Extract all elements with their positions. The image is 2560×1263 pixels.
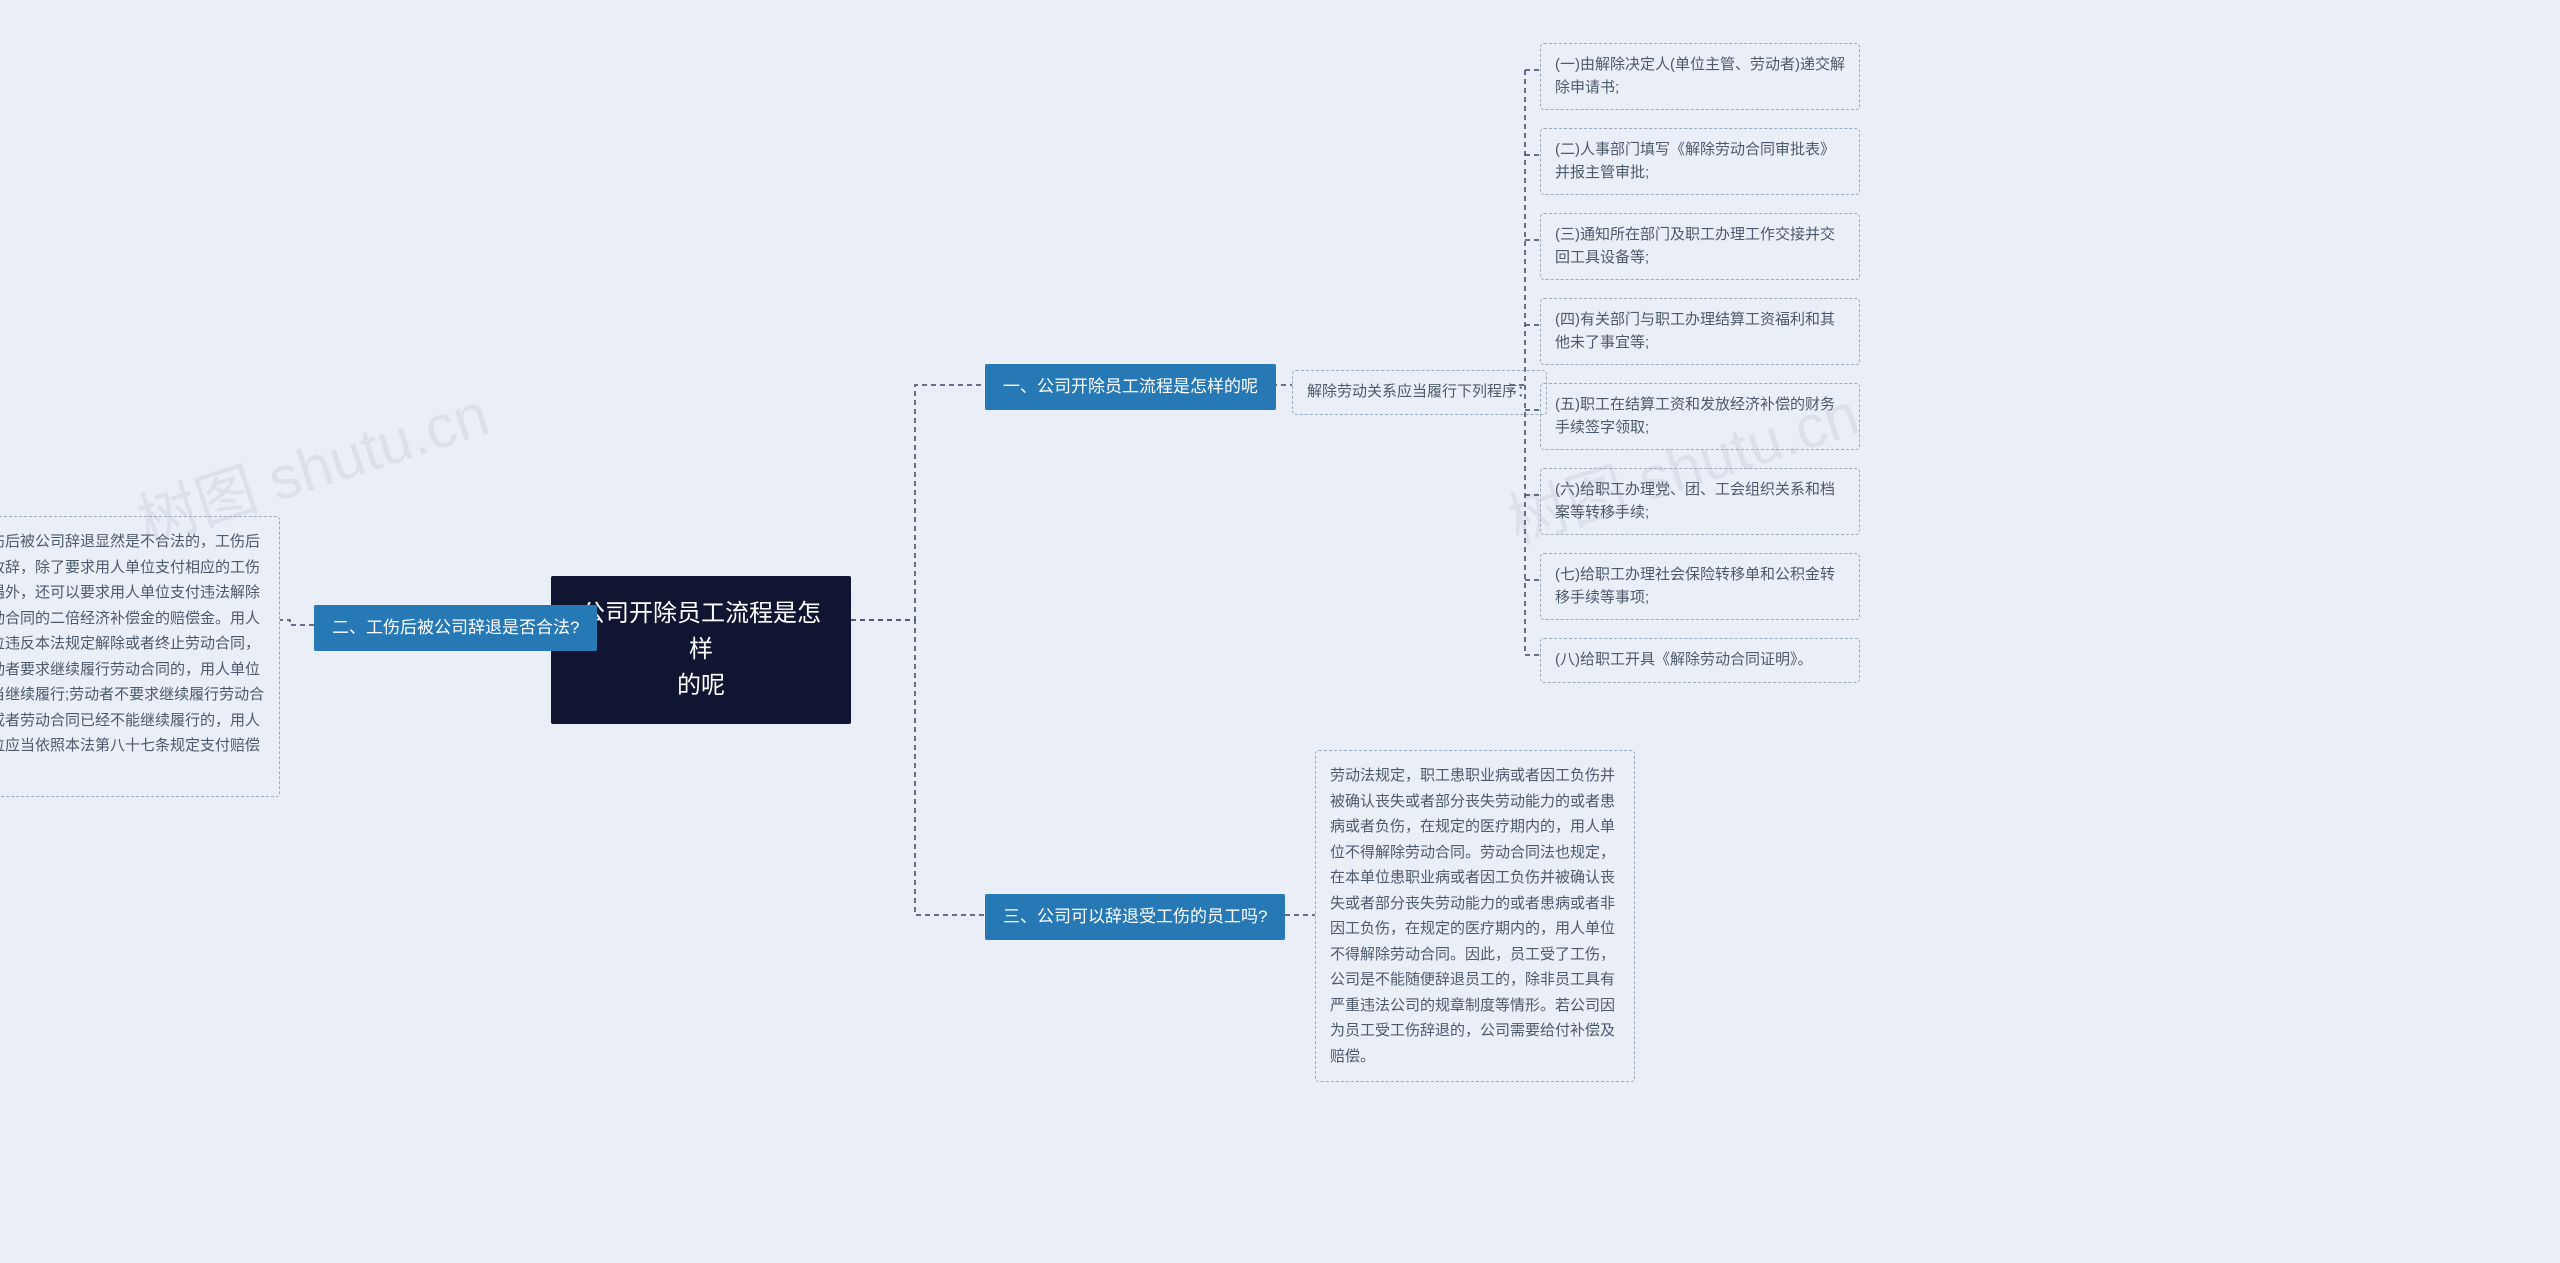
center-title-line1: 公司开除员工流程是怎样 [581,600,821,663]
branch-1[interactable]: 一、公司开除员工流程是怎样的呢 [985,364,1276,410]
branch-1-leaf-8: (八)给职工开具《解除劳动合同证明》。 [1540,638,1860,683]
branch-1-leaf-2: (二)人事部门填写《解除劳动合同审批表》并报主管审批; [1540,128,1860,195]
branch-1-leaf-7: (七)给职工办理社会保险转移单和公积金转移手续等事项; [1540,553,1860,620]
branch-1-leaf-4: (四)有关部门与职工办理结算工资福利和其他未了事宜等; [1540,298,1860,365]
branch-1-leaf-3: (三)通知所在部门及职工办理工作交接并交回工具设备等; [1540,213,1860,280]
branch-1-sub: 解除劳动关系应当履行下列程序： [1292,370,1547,415]
branch-1-leaf-1: (一)由解除决定人(单位主管、劳动者)递交解除申请书; [1540,43,1860,110]
center-title-line2: 的呢 [677,672,725,699]
branch-2[interactable]: 二、工伤后被公司辞退是否合法? [314,605,597,651]
branch-2-para: 工伤后被公司辞退显然是不合法的，工伤后无故辞，除了要求用人单位支付相应的工伤待遇… [0,516,280,797]
branch-1-leaf-6: (六)给职工办理党、团、工会组织关系和档案等转移手续; [1540,468,1860,535]
branch-1-leaf-5: (五)职工在结算工资和发放经济补偿的财务手续签字领取; [1540,383,1860,450]
branch-3[interactable]: 三、公司可以辞退受工伤的员工吗? [985,894,1285,940]
branch-3-para: 劳动法规定，职工患职业病或者因工负伤并被确认丧失或者部分丧失劳动能力的或者患病或… [1315,750,1635,1082]
